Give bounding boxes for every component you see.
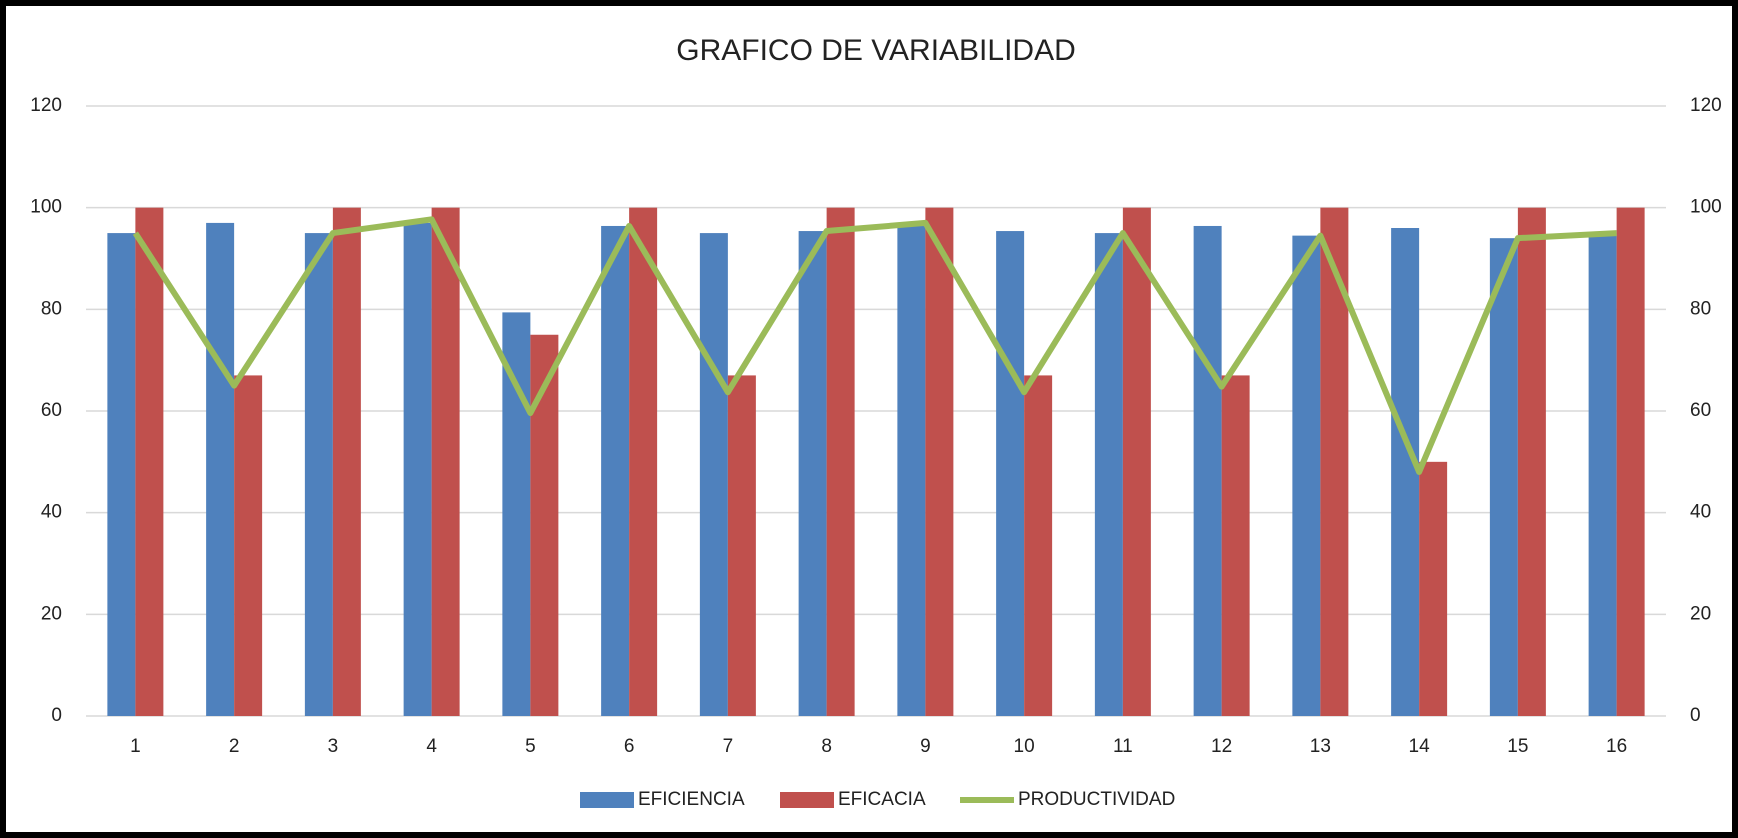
bar [206, 222, 235, 716]
y-tick-label: 40 [41, 502, 62, 523]
bar [304, 233, 333, 717]
y-tick-label: 80 [41, 298, 62, 319]
x-tick-label: 16 [1606, 736, 1627, 757]
bar [699, 233, 728, 717]
x-tick-label: 15 [1507, 736, 1528, 757]
x-tick-label: 5 [525, 736, 536, 757]
x-tick-label: 12 [1211, 736, 1232, 757]
bar [897, 222, 926, 716]
bar [798, 231, 827, 717]
bar [1588, 233, 1617, 717]
bar [629, 207, 658, 716]
x-tick-label: 8 [821, 736, 832, 757]
bar [1193, 225, 1222, 716]
legend-label: EFICIENCIA [638, 789, 745, 810]
y-tick-label: 20 [41, 603, 62, 624]
y-tick-label: 120 [30, 95, 62, 116]
chart-title: GRAFICO DE VARIABILIDAD [676, 34, 1076, 67]
bar [925, 207, 954, 716]
x-tick-label: 7 [723, 736, 734, 757]
bar [1489, 238, 1518, 716]
x-tick-label: 2 [229, 736, 240, 757]
bar [826, 207, 855, 716]
bar [431, 207, 460, 716]
bar [332, 207, 361, 716]
bar [1094, 233, 1123, 717]
legend-swatch [780, 792, 834, 808]
bar [996, 231, 1025, 717]
bar [727, 375, 756, 716]
legend-swatch [580, 792, 634, 808]
x-tick-label: 13 [1310, 736, 1331, 757]
y-tick-label: 60 [41, 400, 62, 421]
bar [234, 375, 263, 716]
bar [1292, 235, 1321, 716]
x-tick-label: 1 [130, 736, 141, 757]
bar [1616, 207, 1645, 716]
y2-tick-label: 40 [1690, 502, 1711, 523]
bar [403, 222, 432, 716]
y2-tick-label: 80 [1690, 298, 1711, 319]
bar [1391, 228, 1420, 716]
bar [1221, 375, 1250, 716]
bar [1320, 207, 1349, 716]
y2-tick-label: 0 [1690, 705, 1701, 726]
bar [1419, 461, 1448, 716]
x-tick-label: 14 [1409, 736, 1431, 757]
bar [601, 225, 630, 716]
x-tick-label: 10 [1014, 736, 1035, 757]
y2-tick-label: 120 [1690, 95, 1722, 116]
legend-label: PRODUCTIVIDAD [1018, 789, 1175, 810]
bar [1517, 207, 1546, 716]
bar [1024, 375, 1053, 716]
bar [1122, 207, 1151, 716]
bar [107, 233, 136, 717]
x-tick-label: 11 [1113, 736, 1133, 757]
legend-label: EFICACIA [838, 789, 926, 810]
x-tick-label: 3 [328, 736, 339, 757]
y2-tick-label: 100 [1690, 197, 1722, 218]
x-tick-label: 4 [426, 736, 437, 757]
y-tick-label: 100 [30, 197, 62, 218]
y2-tick-label: 60 [1690, 400, 1711, 421]
x-tick-label: 6 [624, 736, 635, 757]
bar [135, 207, 164, 716]
y-tick-label: 0 [51, 705, 62, 726]
y2-tick-label: 20 [1690, 603, 1711, 624]
line [132, 216, 1617, 475]
x-tick-label: 9 [920, 736, 931, 757]
